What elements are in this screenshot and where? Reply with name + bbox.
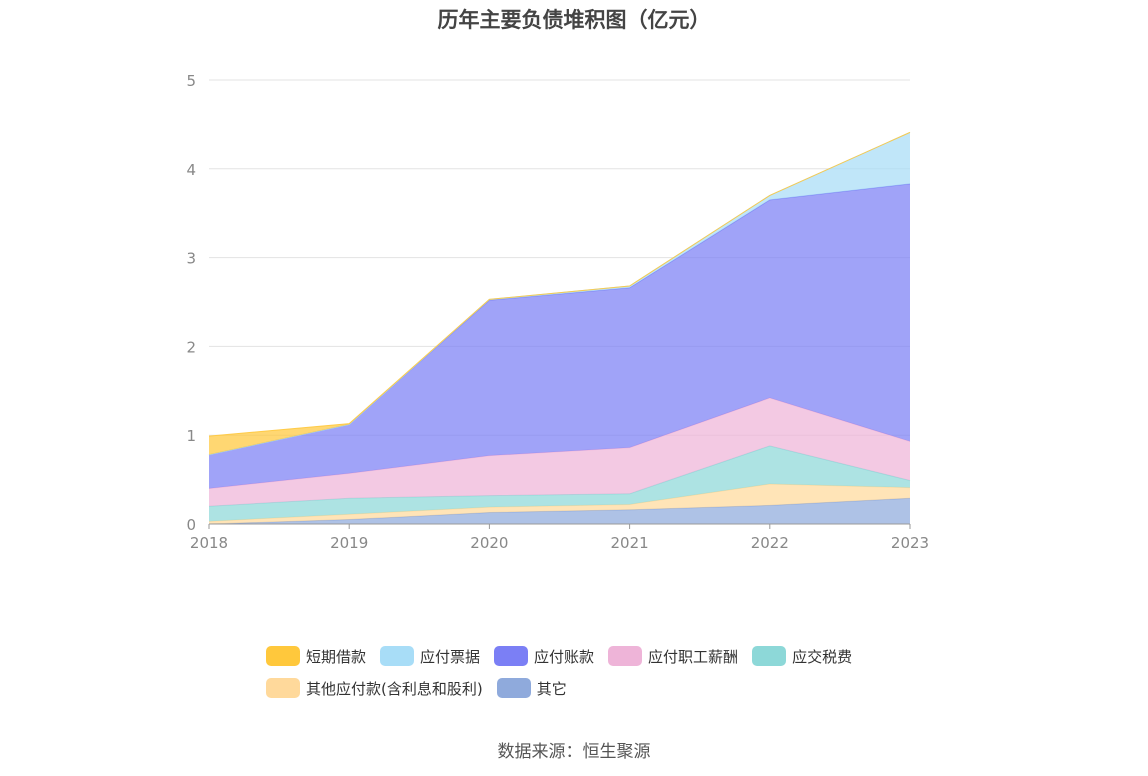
legend-label: 其它 <box>536 679 567 698</box>
legend-item-payroll-payable[interactable]: 应付职工薪酬 <box>608 646 738 667</box>
y-tick-label: 3 <box>186 250 196 268</box>
legend-row-1: 短期借款 应付票据 应付账款 应付职工薪酬 应交税费 <box>266 640 926 672</box>
area-应付票据 <box>209 132 910 455</box>
y-tick-label: 5 <box>186 72 196 90</box>
legend-label: 其他应付款(含利息和股利) <box>306 679 483 698</box>
legend-swatch <box>752 646 787 666</box>
line-短期借款 <box>208 131 911 437</box>
legend-swatch <box>494 646 529 666</box>
x-tick-label: 2019 <box>330 534 368 552</box>
legend-swatch <box>266 678 300 698</box>
legend-item-notes-payable[interactable]: 应付票据 <box>380 646 480 667</box>
tick-labels: 0 1 2 3 4 5 2018 2019 2020 2021 2022 2023 <box>186 72 929 552</box>
legend: 短期借款 应付票据 应付账款 应付职工薪酬 应交税费 其他应付款(含利息和股利)… <box>266 640 926 704</box>
legend-row-2: 其他应付款(含利息和股利) 其它 <box>266 672 926 704</box>
area-应交税费 <box>209 445 910 522</box>
chart-title: 历年主要负债堆积图（亿元） <box>437 8 711 32</box>
area-应付账款 <box>209 183 910 489</box>
y-tick-label: 0 <box>186 516 196 534</box>
x-tick-label: 2022 <box>751 534 789 552</box>
legend-swatch <box>380 646 415 666</box>
y-tick-label: 2 <box>186 338 196 356</box>
legend-item-accounts-payable[interactable]: 应付账款 <box>494 646 594 667</box>
x-tick-label: 2021 <box>611 534 649 552</box>
legend-swatch <box>608 646 643 666</box>
legend-label: 应付账款 <box>534 647 595 666</box>
data-source: 数据来源：恒生聚源 <box>497 742 651 762</box>
x-tick-label: 2018 <box>190 534 228 552</box>
y-tick-label: 4 <box>186 161 196 179</box>
legend-label: 应付票据 <box>420 647 481 666</box>
y-tick-label: 1 <box>186 427 196 445</box>
area-series <box>208 131 911 525</box>
legend-item-short-term-loan[interactable]: 短期借款 <box>266 646 366 667</box>
legend-swatch <box>266 646 300 666</box>
x-tick-label: 2023 <box>891 534 929 552</box>
legend-item-other-payables[interactable]: 其他应付款(含利息和股利) <box>266 678 483 699</box>
legend-swatch <box>496 678 531 698</box>
axes <box>208 523 911 529</box>
legend-item-taxes-payable[interactable]: 应交税费 <box>752 646 852 667</box>
x-tick-label: 2020 <box>470 534 508 552</box>
legend-label: 应付职工薪酬 <box>648 647 739 666</box>
legend-item-other[interactable]: 其它 <box>496 678 567 699</box>
legend-label: 应交税费 <box>792 647 853 666</box>
area-其他应付款(含利息和股利) <box>209 484 910 524</box>
stacked-area-chart: 0 1 2 3 4 5 2018 2019 2020 2021 2022 2023 <box>186 72 929 552</box>
legend-label: 短期借款 <box>306 647 367 666</box>
